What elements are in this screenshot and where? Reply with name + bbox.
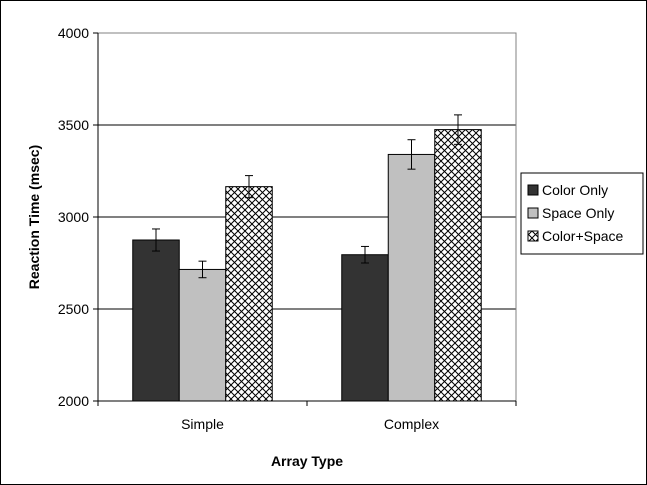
- legend-swatch: [527, 184, 539, 196]
- bar: [178, 268, 227, 402]
- bar: [225, 186, 273, 402]
- legend-swatch: [527, 207, 539, 219]
- y-tick-label: 4000: [58, 25, 89, 41]
- x-tick-label: Simple: [181, 416, 224, 432]
- bars: [132, 129, 482, 402]
- bar: [132, 239, 180, 402]
- bar: [387, 153, 436, 402]
- legend-label: Color Only: [542, 182, 608, 198]
- legend-swatch: [527, 230, 539, 242]
- y-axis-title: Reaction Time (msec): [26, 145, 42, 289]
- x-axis-title: Array Type: [271, 453, 343, 469]
- y-tick-label: 3500: [58, 117, 89, 133]
- legend: Color Only Space Only Color+Space: [520, 172, 644, 255]
- legend-box: [520, 172, 644, 255]
- legend-label: Space Only: [542, 205, 614, 221]
- y-tick-label: 2000: [58, 393, 89, 409]
- x-axis: Simple Complex: [97, 400, 517, 432]
- y-tick-label: 2500: [58, 301, 89, 317]
- error-bars: [152, 114, 462, 279]
- y-tick-label: 3000: [58, 209, 89, 225]
- legend-label: Color+Space: [542, 228, 624, 244]
- bar: [434, 129, 482, 402]
- x-tick-label: Complex: [384, 416, 439, 432]
- bar: [341, 254, 389, 402]
- y-axis: 2000 2500 3000 3500 4000: [58, 25, 99, 409]
